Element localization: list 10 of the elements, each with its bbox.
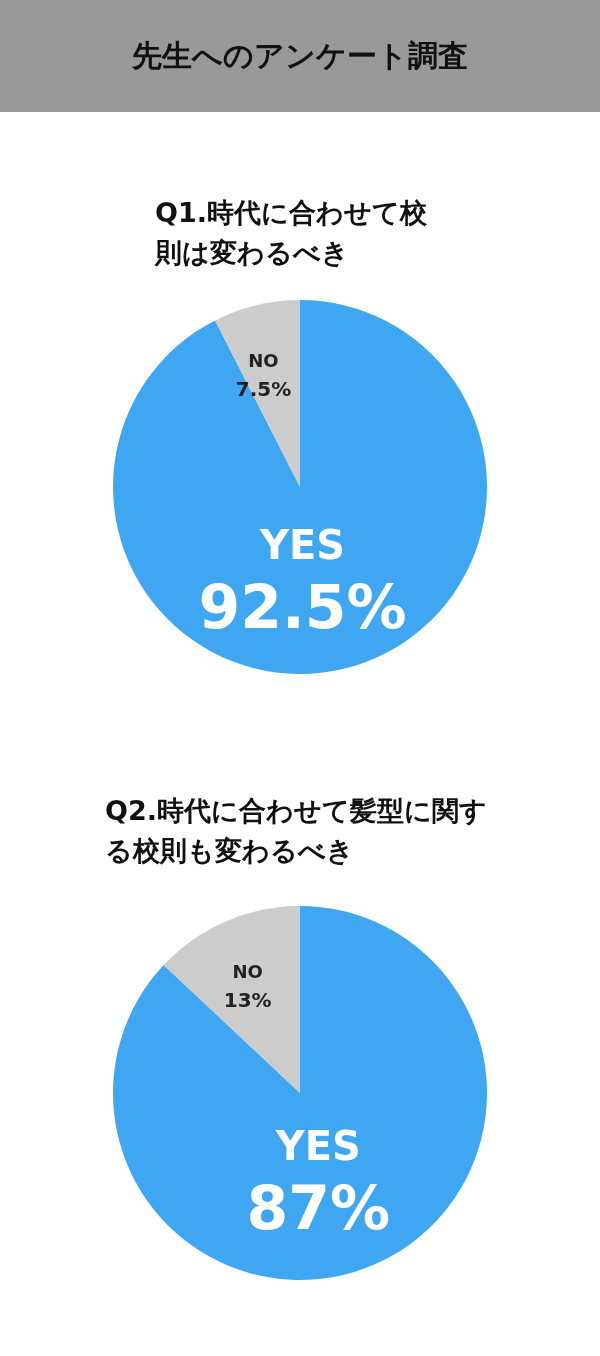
chart-title: 先生へのアンケート調査	[0, 0, 600, 112]
data-label: 92.5%	[198, 571, 407, 642]
slice-label: NO	[248, 349, 279, 371]
chart-subtitle: Q1.時代に合わせて校則は変わるべき	[154, 196, 428, 268]
slice-label: NO	[232, 960, 263, 982]
data-label: 13%	[223, 988, 272, 1013]
chart-title: Q2.時代に合わせて髪型に関する校則も変わるべき	[105, 794, 487, 866]
slice-label: YES	[274, 1122, 361, 1169]
data-label: 87%	[246, 1172, 391, 1243]
slice-label: YES	[258, 521, 346, 568]
